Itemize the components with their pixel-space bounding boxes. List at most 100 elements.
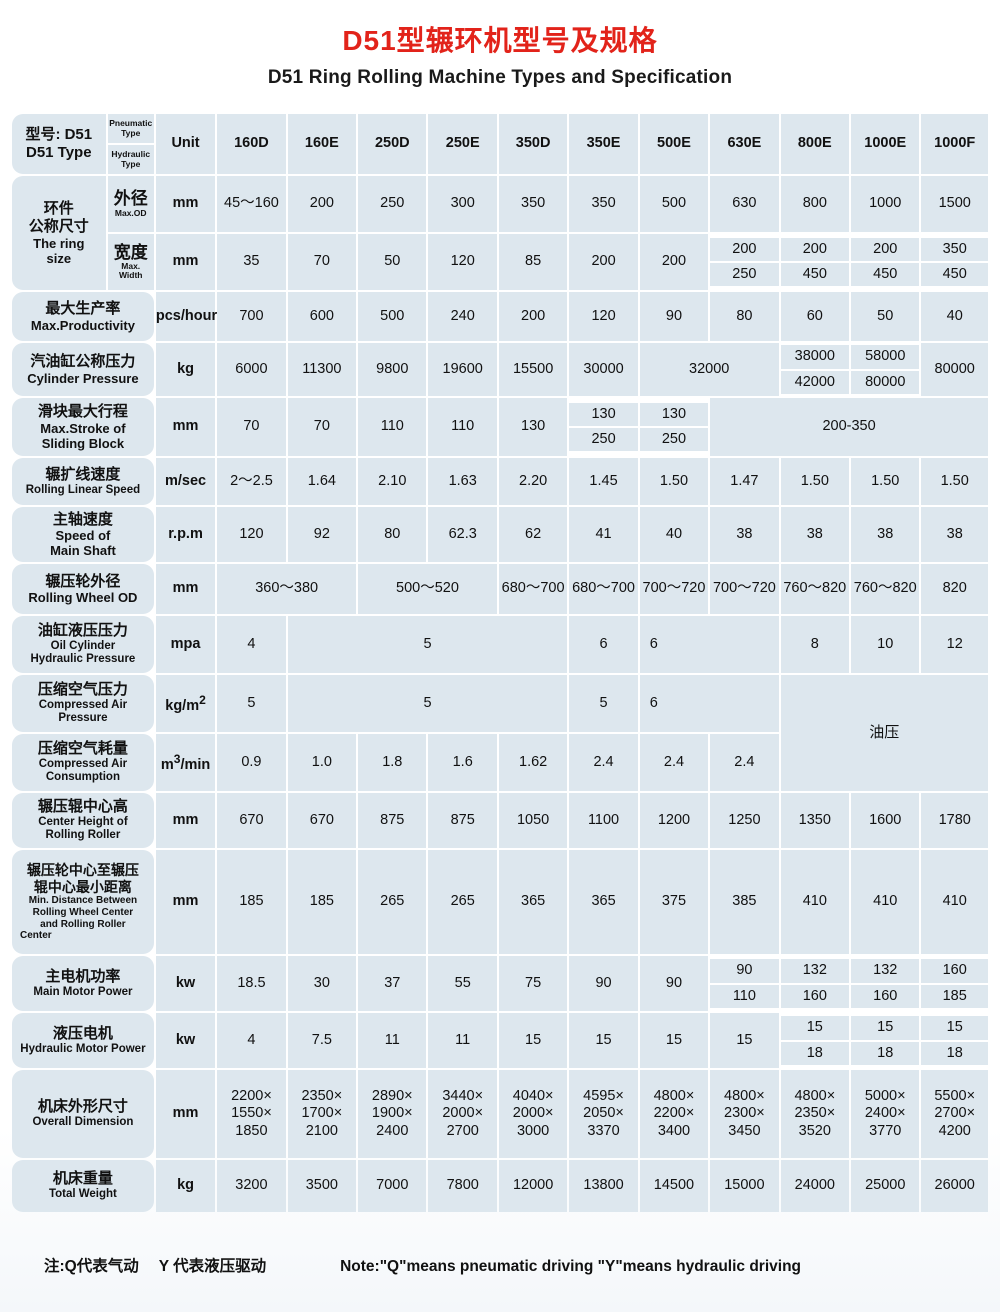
cell-ch-250D: 875 bbox=[358, 793, 427, 848]
cell-dim-1000E-l3: 3770 bbox=[869, 1122, 902, 1139]
cell-dim-630E-l1: 4800× bbox=[724, 1088, 765, 1105]
md-en2: Rolling Wheel Center bbox=[32, 906, 134, 918]
cell-ocp-800E: 8 bbox=[780, 616, 850, 673]
cell-rls-250E: 1.63 bbox=[428, 458, 497, 505]
row-total-weight: 机床重量 Total Weight kg 3200 3500 7000 7800… bbox=[12, 1160, 988, 1212]
cac-unit-tail: /min bbox=[180, 756, 211, 773]
cell-mmp-1000F-a: 160 bbox=[921, 959, 988, 983]
cell-shaft-250D: 80 bbox=[358, 507, 427, 562]
cell-tw-1000E: 25000 bbox=[851, 1160, 920, 1212]
unit-rolling-wheel-od: mm bbox=[155, 564, 216, 614]
cell-shaft-1000E: 38 bbox=[851, 507, 920, 562]
ring-size-en1: The ring bbox=[33, 235, 85, 251]
unit-min-distance: mm bbox=[155, 850, 216, 954]
cell-hmp-800E: 15 18 bbox=[780, 1013, 850, 1068]
header-model-250E: 250E bbox=[428, 114, 497, 174]
cap-unit-sup: 2 bbox=[199, 692, 206, 707]
label-min-distance: 辗压轮中心至辗压 辊中心最小距离 Min. Distance Between R… bbox=[12, 850, 154, 954]
od-en: Overall Dimension bbox=[32, 1116, 134, 1129]
cell-tw-160D: 3200 bbox=[217, 1160, 286, 1212]
max-stroke-en1: Max.Stroke of bbox=[40, 420, 126, 436]
cell-cyl-1000E-a: 58000 bbox=[851, 345, 920, 369]
cell-mmp-160D: 18.5 bbox=[217, 956, 286, 1011]
cell-mmp-250E: 55 bbox=[428, 956, 497, 1011]
cell-dim-160E-l1: 2350× bbox=[301, 1088, 343, 1105]
cell-dim-160D-l2: 1550× bbox=[231, 1105, 272, 1122]
max-stroke-cn: 滑块最大行程 bbox=[37, 403, 128, 421]
cell-od-350D: 350 bbox=[498, 176, 568, 232]
cell-width-1000E-a: 200 bbox=[851, 237, 920, 261]
row-compressed-air-consumption: 压缩空气耗量 Compressed Air Consumption m3/min… bbox=[12, 734, 988, 791]
cell-rwod-800E: 760～820 bbox=[780, 564, 850, 614]
cell-od-1000E: 1000 bbox=[851, 176, 920, 232]
cell-cyl-800E-a: 38000 bbox=[780, 345, 850, 369]
hydraulic-line1: Hydraulic bbox=[111, 149, 151, 160]
header-model-800E: 800E bbox=[780, 114, 850, 174]
cell-dim-800E-l3: 3520 bbox=[798, 1122, 831, 1139]
label-max-width: 宽度 Max. Width bbox=[107, 234, 154, 290]
cell-hmp-250D: 11 bbox=[358, 1013, 427, 1068]
cell-md-1000F: 410 bbox=[921, 850, 988, 954]
header-model-250D: 250D bbox=[358, 114, 427, 174]
cell-shaft-160E: 92 bbox=[287, 507, 357, 562]
cell-shaft-250E: 62.3 bbox=[428, 507, 497, 562]
cell-dim-350E: 4595× 2050× 3370 bbox=[569, 1070, 638, 1158]
header-model-630E: 630E bbox=[710, 114, 779, 174]
cell-dim-350D-l1: 4040× bbox=[512, 1088, 554, 1105]
cell-stroke-350E-a: 130 bbox=[569, 402, 638, 426]
label-max-od: 外径 Max.OD bbox=[107, 176, 154, 232]
cell-ocp-500E-630E: 6 bbox=[639, 616, 779, 673]
page-title-cn: D51型辗环机型号及规格 bbox=[342, 25, 658, 56]
cell-dim-250D: 2890× 1900× 2400 bbox=[358, 1070, 427, 1158]
cell-stroke-500E: 130 250 bbox=[639, 398, 709, 456]
cell-hmp-800E-a: 15 bbox=[780, 1016, 850, 1040]
cell-ch-350D: 1050 bbox=[498, 793, 568, 848]
cell-mmp-1000F: 160 185 bbox=[921, 956, 988, 1011]
cell-dim-250E-l2: 2000× bbox=[442, 1105, 484, 1122]
cell-stroke-250E: 110 bbox=[428, 398, 497, 456]
footer-note-cn: 注:Q代表气动 bbox=[44, 1258, 139, 1275]
footer-note-en: Note:"Q"means pneumatic driving "Y"means… bbox=[340, 1258, 802, 1275]
oil-cyl-en2: Hydraulic Pressure bbox=[30, 653, 136, 666]
cell-dim-630E-l3: 3450 bbox=[728, 1122, 761, 1139]
cell-shaft-350D: 62 bbox=[498, 507, 568, 562]
cell-shaft-800E: 38 bbox=[780, 507, 850, 562]
cell-shaft-160D: 120 bbox=[217, 507, 286, 562]
cell-dim-1000E-l1: 5000× bbox=[864, 1088, 906, 1105]
cell-dim-350E-l2: 2050× bbox=[583, 1105, 624, 1122]
label-max-productivity: 最大生产率 Max.Productivity bbox=[12, 292, 154, 341]
cell-stroke-350E: 130 250 bbox=[569, 398, 638, 456]
label-main-shaft-speed: 主轴速度 Speed of Main Shaft bbox=[12, 507, 154, 562]
cell-width-500E: 200 bbox=[639, 234, 709, 290]
cell-ch-160D: 670 bbox=[217, 793, 286, 848]
cell-hmp-1000E: 15 18 bbox=[851, 1013, 920, 1068]
cell-rls-250D: 2.10 bbox=[358, 458, 427, 505]
unit-rolling-linear-speed: m/sec bbox=[155, 458, 216, 505]
cell-prod-250D: 500 bbox=[358, 292, 427, 341]
cell-stroke-630E-1000F: 200-350 bbox=[710, 398, 988, 456]
pneumatic-line2: Type bbox=[121, 127, 141, 138]
cell-rwod-630E: 700～720 bbox=[710, 564, 779, 614]
cell-tw-250E: 7800 bbox=[428, 1160, 497, 1212]
cell-width-630E: 200 250 bbox=[710, 234, 779, 290]
label-main-motor-power: 主电机功率 Main Motor Power bbox=[12, 956, 154, 1011]
header-model-1000E: 1000E bbox=[851, 114, 920, 174]
cell-mmp-630E-b: 110 bbox=[710, 984, 779, 1008]
cell-ch-800E: 1350 bbox=[780, 793, 850, 848]
header-model-1000F: 1000F bbox=[921, 114, 988, 174]
cell-dim-500E: 4800× 2200× 3400 bbox=[639, 1070, 709, 1158]
hmp-cn: 液压电机 bbox=[52, 1024, 113, 1042]
unit-cylinder-pressure: kg bbox=[155, 343, 216, 396]
label-hydraulic-motor-power: 液压电机 Hydraulic Motor Power bbox=[12, 1013, 154, 1068]
cell-od-630E: 630 bbox=[710, 176, 779, 232]
cell-cac-630E: 2.4 bbox=[710, 734, 779, 791]
cell-mmp-250D: 37 bbox=[358, 956, 427, 1011]
cell-rls-160D: 2～2.5 bbox=[217, 458, 286, 505]
cell-hydraulic-note: 油压 bbox=[780, 675, 988, 791]
cell-cap-350E: 5 bbox=[569, 675, 638, 732]
cell-stroke-500E-a: 130 bbox=[639, 402, 709, 426]
cell-od-160D: 45～160 bbox=[217, 176, 286, 232]
cell-prod-500E: 90 bbox=[639, 292, 709, 341]
cell-rwod-160D-160E: 360～380 bbox=[217, 564, 357, 614]
cell-hmp-250E: 11 bbox=[428, 1013, 497, 1068]
